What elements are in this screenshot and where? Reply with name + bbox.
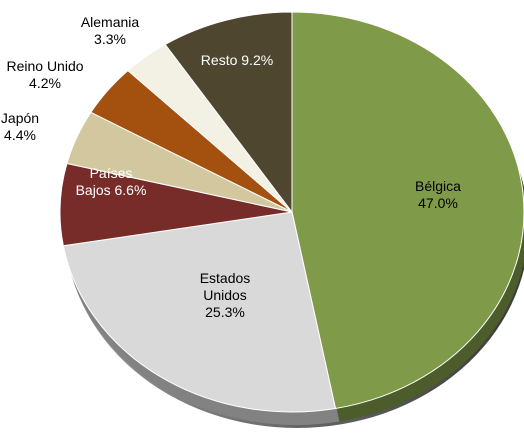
- slice-label: Estados Unidos 25.3%: [195, 270, 255, 321]
- value-label: 4.2%: [29, 75, 61, 91]
- value-label: 25.3%: [205, 304, 245, 320]
- value-label: 6.6%: [114, 182, 147, 198]
- slice-label: Bélgica 47.0%: [408, 178, 468, 212]
- value-label: 3.3%: [94, 31, 126, 47]
- category-label: Alemania: [80, 14, 140, 30]
- category-label: Resto: [200, 52, 238, 68]
- slice-label: Países Bajos 6.6%: [71, 165, 151, 199]
- category-label: Japón: [0, 110, 40, 126]
- slice-label: Resto 9.2%: [182, 52, 292, 69]
- category-label: Reino Unido: [6, 58, 84, 74]
- slice-label: Alemania 3.3%: [75, 14, 145, 48]
- slice-label: Japón 4.4%: [0, 110, 42, 144]
- slice-label: Reino Unido 4.2%: [2, 58, 88, 92]
- slice: [62, 211, 337, 413]
- value-label: 9.2%: [241, 52, 274, 68]
- category-label: Estados Unidos: [199, 270, 251, 303]
- value-label: 4.4%: [4, 127, 36, 143]
- slice: [164, 11, 293, 214]
- slice: [291, 11, 524, 410]
- value-label: 47.0%: [418, 195, 458, 211]
- category-label: Países Bajos: [75, 165, 133, 198]
- category-label: Bélgica: [415, 178, 461, 194]
